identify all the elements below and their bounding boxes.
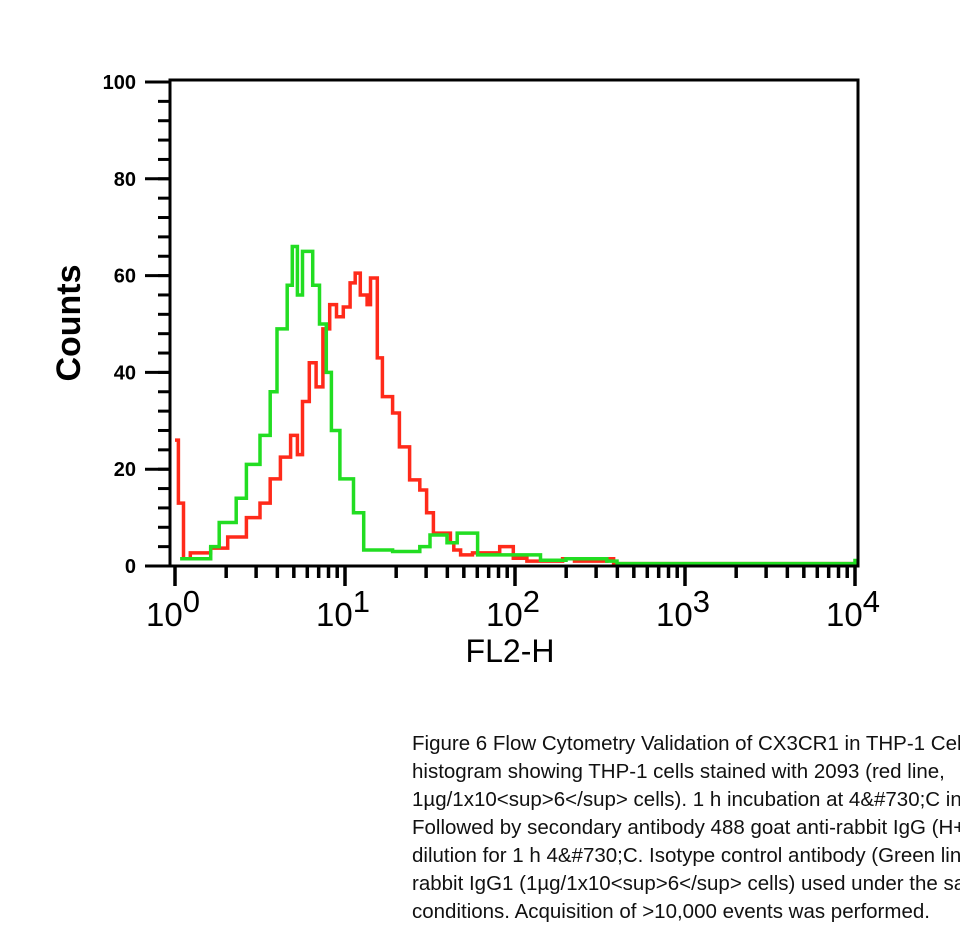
x-tick-base: 10 [826,596,863,633]
y-tick-label: 80 [114,169,136,191]
caption-line: dilution for 1 h 4&#730;C. Isotype contr… [412,844,960,867]
green-series-line [180,244,857,566]
figure-caption: Figure 6 Flow Cytometry Validation of CX… [412,730,960,926]
x-tick-exponent: 0 [183,584,200,619]
y-tick-label: 0 [125,556,136,578]
red-series-line [175,271,855,566]
x-tick-label: 100 [146,584,200,633]
x-tick-label: 102 [486,584,540,633]
y-tick-label: 40 [114,362,136,384]
plot-frame [168,78,860,568]
x-tick-base: 10 [316,596,353,633]
x-tick-base: 10 [486,596,523,633]
x-tick-exponent: 3 [693,584,710,619]
caption-line: 1µg/1x10<sup>6</sup> cells). 1 h incubat… [412,788,960,811]
x-tick-label: 103 [656,584,710,633]
x-tick-exponent: 4 [863,584,880,619]
x-tick-base: 10 [656,596,693,633]
caption-line: Figure 6 Flow Cytometry Validation of CX… [412,732,960,755]
x-tick-exponent: 1 [353,584,370,619]
y-axis-label: Counts [50,264,88,381]
x-tick-base: 10 [146,596,183,633]
x-tick-exponent: 2 [523,584,540,619]
caption-line: histogram showing THP-1 cells stained wi… [412,760,945,783]
caption-line: rabbit IgG1 (1µg/1x10<sup>6</sup> cells)… [412,872,960,895]
y-tick-label: 100 [103,72,136,94]
caption-line: conditions. Acquisition of >10,000 event… [412,900,930,923]
series-layer [175,244,857,566]
caption-line: Followed by secondary antibody 488 goat … [412,816,960,839]
y-tick-label: 60 [114,266,136,288]
x-tick-label: 104 [826,584,880,633]
y-tick-label: 20 [114,459,136,481]
x-tick-label: 101 [316,584,370,633]
x-axis-label: FL2-H [466,633,555,669]
